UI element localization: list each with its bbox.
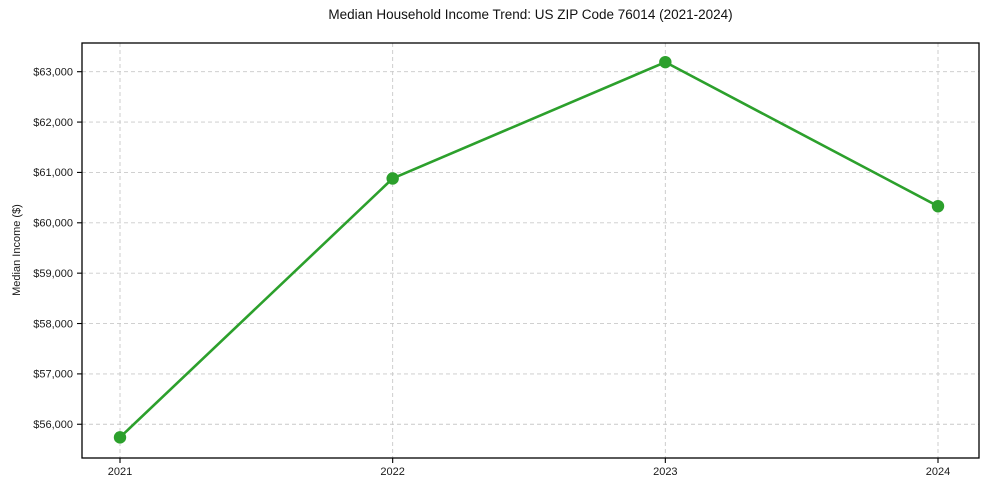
x-tick-label: 2022 [380, 466, 404, 478]
x-tick-label: 2021 [108, 466, 132, 478]
y-tick-label: $61,000 [33, 167, 73, 179]
x-tick-label: 2024 [926, 466, 950, 478]
y-tick-label: $58,000 [33, 318, 73, 330]
data-point-2021 [113, 431, 127, 444]
y-tick-label: $60,000 [33, 218, 73, 230]
y-tick-label: $62,000 [33, 117, 73, 129]
y-tick-label: $59,000 [33, 268, 73, 280]
y-axis-label: Median Income ($) [11, 204, 23, 296]
y-tick-label: $63,000 [33, 67, 73, 79]
income-trend-line [118, 60, 940, 439]
plot-border [81, 42, 980, 459]
data-point-2023 [659, 55, 672, 69]
y-tick-label: $56,000 [33, 419, 73, 431]
data-point-2024 [931, 199, 945, 213]
data-point-2022 [386, 172, 399, 185]
y-tick-label: $57,000 [33, 369, 73, 381]
x-tick-label: 2023 [653, 466, 677, 478]
chart-title: Median Household Income Trend: US ZIP Co… [328, 7, 733, 22]
